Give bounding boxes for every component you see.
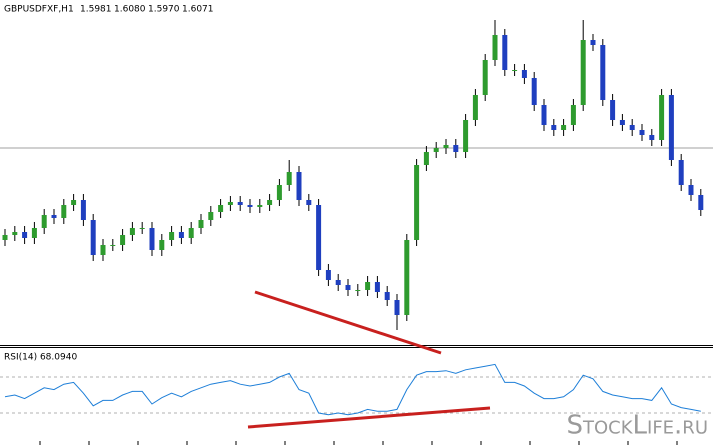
- candle-body: [159, 240, 165, 250]
- candle-body: [149, 228, 155, 250]
- candle-body: [51, 215, 57, 218]
- candle-body: [139, 228, 145, 229]
- candle-body: [639, 130, 645, 135]
- candle-body: [580, 40, 586, 105]
- candle-body: [129, 228, 135, 235]
- candle-body: [178, 232, 184, 238]
- candle-body: [188, 228, 194, 238]
- candle-body: [257, 205, 263, 207]
- candle-body: [433, 148, 439, 152]
- candle-body: [531, 78, 537, 105]
- candle-body: [502, 35, 508, 70]
- candle-body: [296, 172, 302, 200]
- candle-body: [649, 135, 655, 140]
- price-panel: 1.5981 1.6080 1.5970 1.6071: [0, 5, 713, 330]
- header-value: 1.6071: [182, 5, 214, 15]
- candle-body: [227, 202, 233, 205]
- candle-body: [570, 105, 576, 125]
- candle-body: [629, 125, 635, 130]
- candle-body: [208, 212, 214, 220]
- symbol: GBPUSDFXF,H1: [4, 5, 74, 15]
- candle-body: [218, 205, 224, 212]
- candle-body: [247, 205, 253, 207]
- candle-body: [423, 152, 429, 165]
- candle-body: [41, 215, 47, 228]
- candle-body: [345, 285, 351, 290]
- candle-body: [521, 70, 527, 78]
- candle-body: [590, 40, 596, 45]
- candle-body: [659, 95, 665, 140]
- candle-body: [198, 220, 204, 228]
- candle-body: [335, 280, 341, 285]
- header-value: 1.5981: [80, 5, 112, 15]
- rsi-line: [4, 363, 701, 416]
- candle-body: [619, 120, 625, 125]
- candle-body: [541, 105, 547, 125]
- candle-body: [169, 232, 175, 240]
- candle-body: [22, 232, 28, 238]
- candle-body: [325, 270, 331, 280]
- candle-body: [443, 145, 449, 148]
- header-value: 1.5970: [148, 5, 180, 15]
- divergence-line: [254, 290, 442, 355]
- candle-body: [668, 95, 674, 160]
- candle-body: [80, 200, 86, 220]
- candle-body: [678, 160, 684, 185]
- candle-body: [31, 228, 37, 238]
- candle-body: [472, 95, 478, 120]
- candle-body: [551, 125, 557, 130]
- candle-body: [90, 220, 96, 255]
- candle-body: [453, 145, 459, 152]
- candle-body: [384, 292, 390, 300]
- candle-body: [414, 165, 420, 240]
- header-value: 1.6080: [114, 5, 146, 15]
- candle-body: [316, 205, 322, 270]
- candle-body: [12, 232, 18, 235]
- candle-body: [100, 245, 106, 255]
- candle-body: [61, 205, 67, 218]
- candle-body: [355, 290, 361, 291]
- candle-body: [600, 45, 606, 100]
- candle-body: [237, 202, 243, 205]
- candle-body: [110, 245, 116, 246]
- candle-body: [561, 125, 567, 130]
- candle-body: [120, 235, 126, 245]
- candle-body: [306, 200, 312, 205]
- candle-body: [463, 120, 469, 152]
- candle-body: [482, 60, 488, 95]
- candle-body: [267, 200, 273, 205]
- candle-body: [394, 300, 400, 315]
- candle-body: [698, 195, 704, 210]
- candle-body: [2, 235, 8, 240]
- candle-body: [276, 185, 282, 200]
- candle-body: [71, 200, 77, 205]
- divergence-line: [247, 406, 491, 429]
- candle-body: [365, 282, 371, 290]
- candle-body: [492, 35, 498, 60]
- candle-body: [512, 70, 518, 71]
- rsi-panel: [0, 363, 713, 416]
- watermark: StockLife.ru: [566, 411, 708, 441]
- candle-body: [688, 185, 694, 195]
- candle-body: [374, 282, 380, 292]
- candle-body: [610, 100, 616, 120]
- candle-body: [286, 172, 292, 185]
- candle-body: [404, 240, 410, 315]
- rsi-title: RSI(14) 68.0940: [4, 353, 77, 363]
